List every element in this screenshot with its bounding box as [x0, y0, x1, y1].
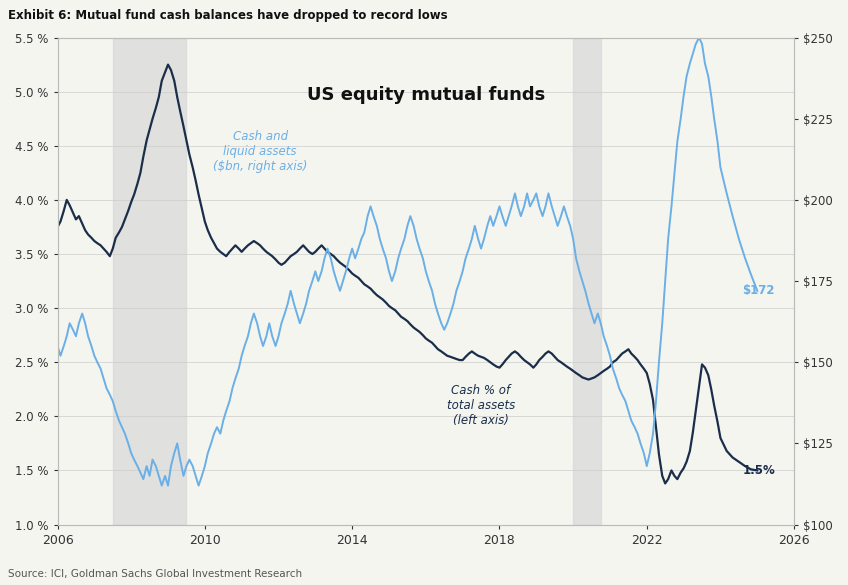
Text: US equity mutual funds: US equity mutual funds: [307, 86, 545, 104]
Text: 1.5%: 1.5%: [743, 464, 775, 477]
Text: $172: $172: [743, 284, 775, 297]
Bar: [113, 37, 187, 525]
Text: Source: ICI, Goldman Sachs Global Investment Research: Source: ICI, Goldman Sachs Global Invest…: [8, 569, 303, 579]
Text: Cash and
liquid assets
($bn, right axis): Cash and liquid assets ($bn, right axis): [213, 129, 307, 173]
Text: Cash % of
total assets
(left axis): Cash % of total assets (left axis): [447, 384, 516, 427]
Bar: [573, 37, 600, 525]
Text: Exhibit 6: Mutual fund cash balances have dropped to record lows: Exhibit 6: Mutual fund cash balances hav…: [8, 9, 448, 22]
